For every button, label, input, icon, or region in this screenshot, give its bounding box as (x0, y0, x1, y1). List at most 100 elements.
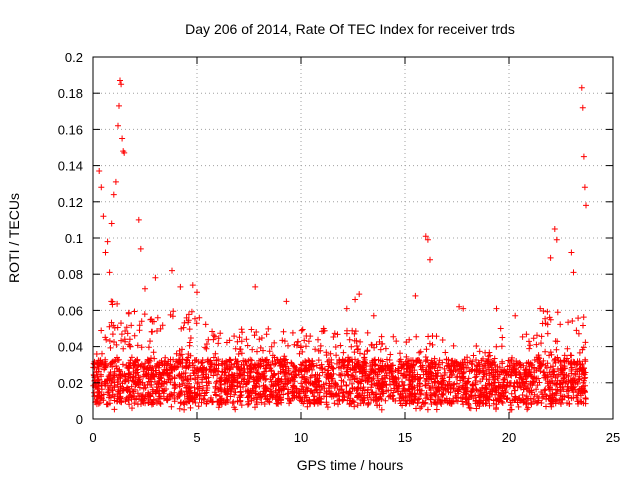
data-point (489, 359, 496, 366)
data-point (313, 362, 320, 369)
data-point (439, 375, 446, 382)
data-point (552, 386, 559, 393)
data-point (186, 326, 193, 333)
data-point (371, 357, 377, 364)
data-point (117, 393, 124, 400)
y-tick-label: 0.18 (58, 86, 83, 101)
data-point (412, 292, 419, 299)
data-point (398, 370, 405, 377)
data-point (281, 369, 288, 376)
data-point (423, 395, 429, 402)
data-point (508, 402, 514, 409)
data-point (99, 359, 106, 366)
data-point (465, 364, 471, 371)
data-point (90, 360, 97, 367)
data-point (369, 361, 376, 368)
data-point (514, 384, 521, 391)
data-point (374, 402, 381, 409)
data-point (368, 368, 375, 375)
data-point (221, 372, 228, 379)
data-point (554, 366, 561, 372)
data-point (344, 371, 351, 378)
data-point (114, 354, 120, 361)
data-point (385, 365, 392, 372)
data-point (244, 342, 251, 349)
data-point (211, 389, 218, 396)
data-point (490, 397, 497, 404)
data-point (455, 388, 462, 395)
data-point (131, 308, 138, 315)
data-point (138, 344, 145, 351)
data-point (389, 393, 396, 400)
data-point (228, 371, 235, 378)
data-point (327, 371, 334, 378)
data-point (558, 367, 565, 374)
y-tick-label: 0.14 (58, 159, 83, 174)
data-point (161, 362, 168, 369)
data-point (482, 385, 489, 392)
data-point (297, 361, 304, 368)
data-point (573, 327, 580, 334)
data-point (559, 366, 566, 373)
data-point (304, 368, 310, 375)
data-point (517, 364, 524, 371)
data-point (194, 289, 200, 296)
data-point (406, 386, 413, 393)
data-point (479, 376, 486, 382)
data-point (221, 386, 228, 393)
data-point (323, 352, 330, 359)
data-point (355, 385, 362, 392)
data-point (486, 402, 493, 409)
data-point (353, 343, 360, 349)
data-point (241, 365, 248, 372)
data-point (453, 374, 460, 381)
data-point (508, 390, 515, 397)
data-point (104, 238, 111, 245)
data-point (332, 344, 339, 350)
data-point (189, 282, 196, 289)
data-point (340, 363, 347, 370)
data-point (431, 399, 438, 406)
data-point (332, 379, 339, 386)
data-point (114, 376, 121, 383)
data-point (185, 354, 192, 361)
data-point (568, 395, 575, 402)
data-point (123, 324, 130, 331)
data-point (231, 333, 238, 340)
data-point (253, 396, 260, 403)
data-point (140, 385, 147, 392)
data-point (193, 320, 200, 327)
data-point (329, 365, 336, 372)
data-point (460, 305, 467, 312)
data-point (317, 364, 323, 371)
data-point (118, 399, 125, 406)
data-point (281, 380, 288, 387)
data-point (235, 351, 242, 357)
data-point (113, 363, 120, 369)
data-point (195, 379, 201, 386)
data-point (404, 360, 411, 367)
data-point (309, 380, 316, 387)
data-point (420, 371, 427, 378)
data-point (568, 352, 575, 359)
data-point (283, 298, 290, 305)
data-point (98, 184, 105, 191)
data-point (459, 398, 466, 405)
data-point (230, 398, 237, 405)
data-point (274, 379, 281, 386)
data-point (118, 81, 125, 88)
data-point (547, 364, 554, 371)
data-point (408, 357, 414, 364)
data-point (222, 369, 229, 376)
data-point (401, 382, 408, 388)
data-point (339, 397, 346, 404)
data-point (547, 254, 554, 261)
data-point (482, 349, 489, 356)
data-point (126, 343, 133, 349)
data-point (131, 332, 138, 339)
data-point (364, 347, 371, 354)
data-point (561, 393, 568, 400)
data-point (332, 391, 339, 398)
data-point (184, 395, 191, 402)
data-point (181, 319, 188, 326)
